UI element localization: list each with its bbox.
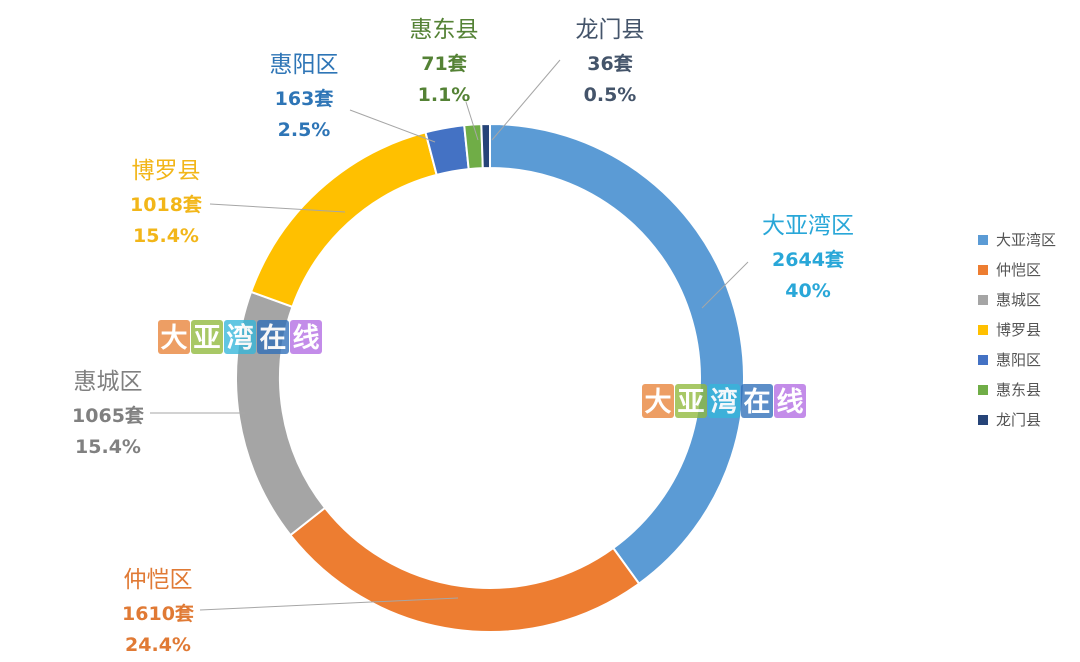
- legend-label-5: 惠东县: [996, 381, 1041, 399]
- watermark-letter-b-2: 湾: [711, 386, 738, 418]
- watermark-tile-a-1: [191, 320, 223, 354]
- watermark-tile-a-2: [224, 320, 256, 354]
- slice-label-percent-4: 2.5%: [278, 119, 331, 141]
- watermarks: 大亚湾在线大亚湾在线: [158, 320, 806, 418]
- slice-label-value-5: 71套: [421, 52, 467, 75]
- legend-label-3: 博罗县: [996, 321, 1041, 339]
- slice-0: [489, 122, 745, 586]
- leader-line-0: [701, 261, 749, 309]
- leader-line-1: [199, 597, 459, 611]
- watermark-tile-a-3: [257, 320, 289, 354]
- legend-swatch-2: [978, 295, 988, 305]
- slice-6: [480, 122, 491, 170]
- slice-label-value-6: 36套: [587, 52, 633, 75]
- legend-swatch-3: [978, 325, 988, 335]
- watermark-a: 大亚湾在线: [158, 320, 322, 354]
- watermark-tile-b-0: [642, 384, 674, 418]
- watermark-letter-a-2: 湾: [227, 322, 254, 354]
- slice-label-percent-6: 0.5%: [584, 84, 637, 106]
- watermark-tile-b-3: [741, 384, 773, 418]
- legend-label-0: 大亚湾区: [996, 231, 1056, 249]
- leader-lines: [150, 59, 749, 611]
- slice-label-value-2: 1065套: [72, 404, 145, 427]
- watermark-letter-a-3: 在: [260, 323, 287, 354]
- slice-label-percent-1: 24.4%: [125, 634, 191, 656]
- slice-label-percent-5: 1.1%: [418, 84, 471, 106]
- slice-label-value-4: 163套: [275, 87, 335, 110]
- legend-label-1: 仲恺区: [996, 261, 1041, 279]
- leader-line-4: [349, 109, 436, 143]
- slice-1: [289, 506, 641, 633]
- legend-swatch-4: [978, 355, 988, 365]
- watermark-b: 大亚湾在线: [642, 384, 806, 418]
- donut-slices: [235, 122, 745, 633]
- leader-line-5: [465, 101, 479, 141]
- slice-label-name-0: 大亚湾区: [762, 213, 854, 239]
- slice-label-name-6: 龙门县: [576, 17, 645, 43]
- slice-label-name-3: 博罗县: [132, 158, 201, 184]
- watermark-letter-a-0: 大: [161, 323, 188, 354]
- watermark-tile-b-4: [774, 384, 806, 418]
- legend-label-4: 惠阳区: [996, 351, 1041, 369]
- leader-line-3: [209, 203, 346, 213]
- slice-label-name-1: 仲恺区: [124, 567, 193, 593]
- slice-3: [249, 131, 438, 309]
- slice-label-value-0: 2644套: [772, 248, 845, 271]
- slice-label-value-3: 1018套: [130, 193, 203, 216]
- slice-5: [463, 123, 484, 171]
- slice-label-percent-3: 15.4%: [133, 225, 199, 247]
- watermark-letter-a-4: 线: [293, 323, 320, 354]
- legend-label-6: 龙门县: [996, 411, 1041, 429]
- legend-label-2: 惠城区: [996, 291, 1041, 309]
- data-labels: 大亚湾区 2644套 40% 仲恺区 1610套 24.4% 惠城区 1065套 15.4% 博罗…: [72, 17, 854, 656]
- watermark-letter-b-4: 线: [777, 387, 804, 418]
- watermark-tile-a-0: [158, 320, 190, 354]
- slice-label-name-4: 惠阳区: [270, 52, 339, 78]
- slice-label-percent-2: 15.4%: [75, 436, 141, 458]
- slice-label-name-2: 惠城区: [74, 369, 143, 395]
- watermark-letter-b-0: 大: [645, 387, 672, 418]
- watermark-letter-b-1: 亚: [678, 387, 705, 418]
- watermark-tile-b-1: [675, 384, 707, 418]
- legend-swatch-1: [978, 265, 988, 275]
- slice-label-percent-0: 40%: [785, 280, 830, 302]
- legend-swatch-0: [978, 235, 988, 245]
- leader-line-6: [491, 59, 561, 141]
- slice-label-value-1: 1610套: [122, 602, 195, 625]
- watermark-letter-a-1: 亚: [194, 323, 221, 354]
- legend-swatch-6: [978, 415, 988, 425]
- watermark-tile-a-4: [290, 320, 322, 354]
- watermark-tile-b-2: [708, 384, 740, 418]
- slice-label-name-5: 惠东县: [410, 17, 479, 43]
- watermark-letter-b-3: 在: [744, 387, 771, 418]
- legend-swatch-5: [978, 385, 988, 395]
